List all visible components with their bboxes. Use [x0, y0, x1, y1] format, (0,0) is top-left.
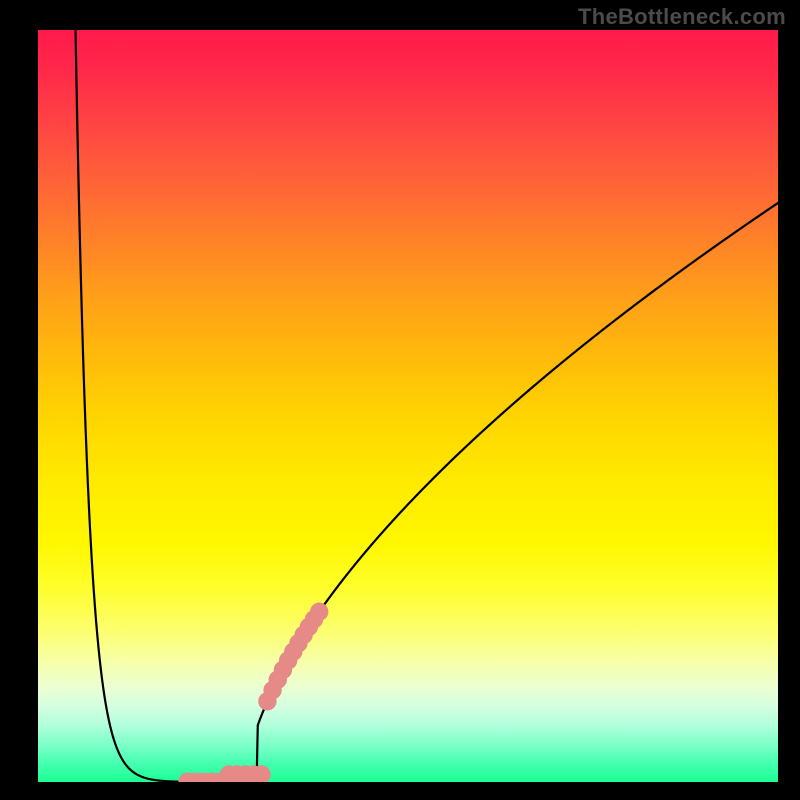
plot-svg	[38, 30, 778, 782]
plot-area	[38, 30, 778, 782]
watermark-text: TheBottleneck.com	[578, 4, 786, 30]
gradient-background	[38, 30, 778, 782]
marker-dot	[310, 603, 328, 621]
stage: TheBottleneck.com	[0, 0, 800, 800]
